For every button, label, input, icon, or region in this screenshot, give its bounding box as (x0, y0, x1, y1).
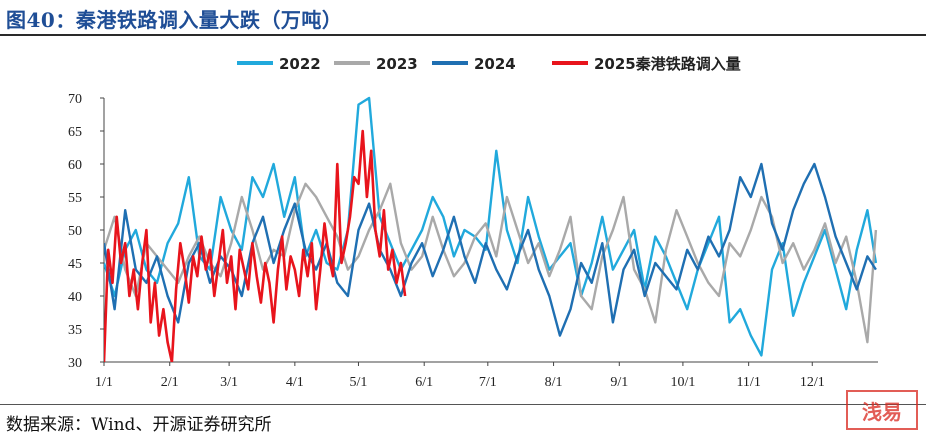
y-tick-label: 50 (68, 224, 82, 239)
series-line-2025 (104, 129, 407, 362)
x-tick-label: 4/1 (286, 375, 304, 390)
x-tick-label: 12/1 (800, 375, 825, 390)
y-tick-label: 65 (68, 125, 82, 140)
x-tick-label: 11/1 (736, 375, 760, 390)
series-line-2023 (104, 182, 878, 344)
y-tick-label: 60 (68, 158, 82, 173)
source-note: 数据来源：Wind、开源证券研究所 (6, 415, 272, 435)
legend-label-2022: 2022 (279, 55, 321, 73)
chart-title: 图40：秦港铁路调入量大跌（万吨） (6, 8, 343, 32)
x-tick-label: 2/1 (161, 375, 179, 390)
axes: 30 35 40 45 50 55 60 65 70 1/1 2/1 3/1 4/1 5/1 6/1 7/1 8… (68, 92, 878, 390)
watermark-stamp: 浅易 (846, 390, 918, 430)
x-tick-label: 8/1 (545, 375, 563, 390)
line-chart: 2022 2023 2024 2025秦港铁路调入量 30 35 40 45 50 55 60 65… (68, 55, 878, 390)
x-tick-label: 6/1 (415, 375, 433, 390)
y-tick-label: 55 (68, 191, 82, 206)
y-tick-label: 70 (68, 92, 82, 107)
legend: 2022 2023 2024 2025秦港铁路调入量 (237, 55, 741, 73)
y-tick-label: 30 (68, 356, 82, 371)
legend-label-2024: 2024 (474, 55, 516, 73)
x-tick-label: 1/1 (95, 375, 113, 390)
series-line-2022 (104, 96, 878, 357)
x-tick-label: 10/1 (670, 375, 695, 390)
y-tick-label: 35 (68, 323, 82, 338)
x-tick-label: 7/1 (479, 375, 497, 390)
legend-label-2023: 2023 (376, 55, 418, 73)
source-divider (0, 404, 926, 405)
x-tick-label: 3/1 (220, 375, 238, 390)
x-tick-label: 9/1 (610, 375, 628, 390)
y-tick-label: 45 (68, 257, 82, 272)
y-tick-label: 40 (68, 290, 82, 305)
legend-label-2025: 2025秦港铁路调入量 (594, 55, 741, 73)
title-divider (0, 34, 926, 36)
x-tick-label: 5/1 (350, 375, 368, 390)
plot-area (104, 96, 878, 362)
